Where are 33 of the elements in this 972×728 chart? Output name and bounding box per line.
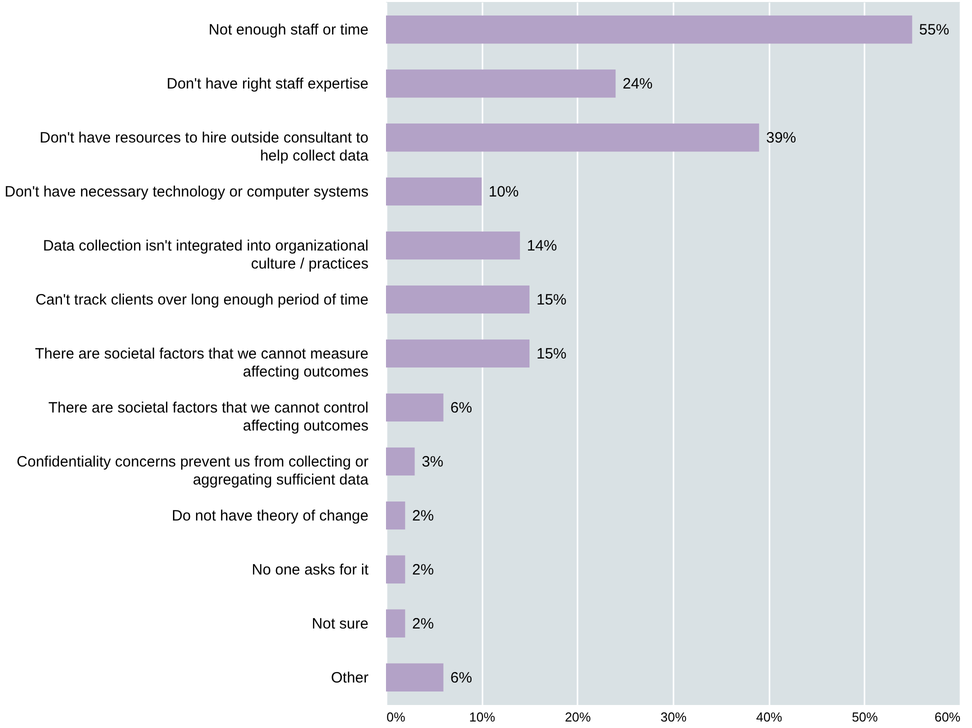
data-label: 15% — [536, 346, 567, 362]
y-tick-label: Not enough staff or time — [208, 22, 368, 39]
data-label: 2% — [412, 561, 434, 578]
y-tick-label: Other — [330, 669, 369, 686]
y-tick-label: Don't have resources to hire outside consultant to help collect data — [40, 130, 370, 165]
data-label: 6% — [450, 669, 472, 686]
y-tick-label: There are societal factors that we cannot measure affecting outcomes — [34, 346, 368, 380]
data-label: 14% — [526, 238, 557, 255]
data-label: 6% — [450, 399, 472, 416]
y-tick-label: Data collection isn't integrated into organizational culture / practices — [42, 238, 368, 273]
x-tick-label: 10% — [469, 710, 496, 724]
x-tick-label: 30% — [660, 710, 687, 724]
y-tick-label: Don't have right staff expertise — [166, 76, 368, 93]
y-tick-label: Can't track clients over long enough period of time — [35, 292, 368, 309]
data-label: 24% — [622, 76, 653, 93]
x-tick-label: 0% — [386, 710, 406, 724]
y-tick-label: No one asks for it — [252, 561, 370, 578]
data-label: 3% — [422, 453, 444, 470]
y-tick-label: There are societal factors that we cannot control affecting outcomes — [48, 399, 368, 434]
data-label: 2% — [412, 615, 434, 632]
x-tick-label: 20% — [564, 710, 592, 724]
data-label: 55% — [919, 22, 950, 39]
data-label: 10% — [488, 184, 519, 201]
x-tick-label: 60% — [934, 710, 961, 724]
y-tick-label: Don't have necessary technology or computer systems — [4, 184, 368, 201]
data-label: 2% — [412, 507, 434, 524]
x-tick-label: 40% — [756, 710, 783, 724]
y-tick-label: Not sure — [312, 615, 368, 632]
data-label: 15% — [536, 292, 567, 309]
y-tick-label: Do not have theory of change — [172, 507, 368, 524]
y-tick-label: Confidentiality concerns prevent us from collecting or aggregating sufficient data — [16, 453, 370, 488]
data-label: 39% — [766, 130, 796, 147]
x-tick-label: 50% — [852, 710, 878, 724]
